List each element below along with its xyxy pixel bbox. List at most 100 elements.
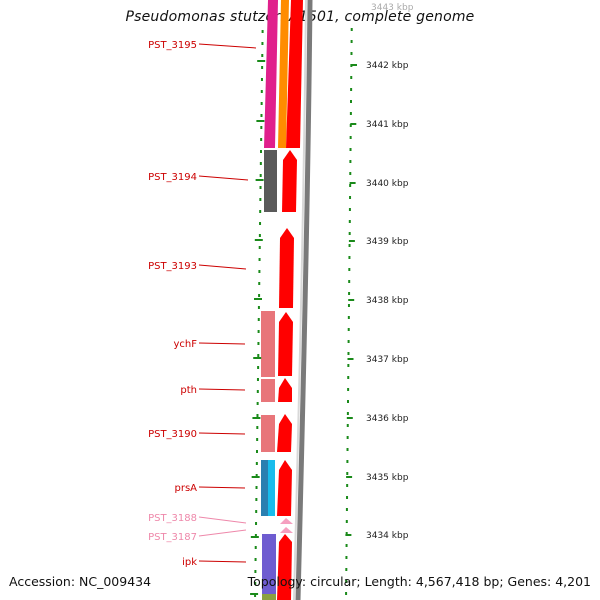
ruler-dot <box>257 330 260 333</box>
ruler-dot <box>348 244 351 247</box>
ruler-dot <box>347 328 350 331</box>
gene-label: prsA <box>174 483 197 494</box>
ruler-dot <box>260 102 263 105</box>
ruler-dot <box>255 510 258 513</box>
ruler-dot <box>349 196 352 199</box>
gene-labels: PST_3195 PST_3194 PST_3193 ychF pth PST_3190p… <box>148 40 257 568</box>
topology-text: Topology: circular; Length: 4,567,418 bp… <box>247 574 591 589</box>
ruler-dot <box>255 522 258 525</box>
ruler-dot <box>257 366 260 369</box>
ruler-dot <box>348 220 351 223</box>
gene-leader-line <box>198 388 246 391</box>
ruler-dot <box>256 426 259 429</box>
scale-tick-label: 3434 kbp <box>366 531 409 541</box>
ruler-dot <box>348 268 351 271</box>
cog-block-pth <box>261 379 275 402</box>
ruler-dot <box>350 52 353 55</box>
ruler-dot <box>259 186 262 189</box>
ruler-dot <box>254 594 257 597</box>
ruler-dot <box>259 174 262 177</box>
ruler-dot <box>346 412 349 415</box>
ruler-dot <box>345 580 348 583</box>
gene-leader-line <box>198 529 247 537</box>
ruler-dot <box>255 486 258 489</box>
ruler-dot <box>261 54 264 57</box>
ruler-dot <box>350 76 353 79</box>
scale-tick-label: 3435 kbp <box>366 473 409 483</box>
ruler-dot <box>347 316 350 319</box>
gene-arrow-ychf <box>278 312 293 376</box>
cog-block-prsa-cyan <box>268 460 275 516</box>
ruler-dot <box>345 544 348 547</box>
cog-block-ychf <box>261 311 275 377</box>
cog-bar-gray <box>264 150 277 212</box>
ruler-dot <box>259 162 262 165</box>
gene-label: pth <box>180 385 197 396</box>
ruler-dot <box>257 354 260 357</box>
ruler-dot <box>348 292 351 295</box>
ruler-dot <box>259 210 262 213</box>
ruler-dot <box>260 126 263 129</box>
gene-arrow-pst3187 <box>280 527 293 533</box>
ruler-dot <box>257 318 260 321</box>
accession-text: Accession: NC_009434 <box>9 574 152 589</box>
ruler-dot <box>346 424 349 427</box>
ruler-dot <box>254 534 257 537</box>
ruler-dot <box>345 556 348 559</box>
ruler-dot <box>256 402 259 405</box>
ruler-dot <box>255 498 258 501</box>
ruler-dot <box>346 448 349 451</box>
ruler-dot <box>349 124 352 127</box>
ruler-dot <box>261 66 264 69</box>
ruler-dot <box>258 270 261 273</box>
scale-tick-label: 3436 kbp <box>366 414 409 424</box>
ruler-dot <box>257 306 260 309</box>
ruler-dot <box>349 160 352 163</box>
ruler-dot <box>256 390 259 393</box>
ruler-dot <box>260 114 263 117</box>
ruler-dot <box>349 136 352 139</box>
gene-leader-line <box>198 175 249 181</box>
gene-label: ipk <box>182 557 197 568</box>
ruler-dot <box>350 100 352 103</box>
ruler-dot <box>349 148 352 151</box>
gene-label: ychF <box>173 339 197 350</box>
gene-arrow-pst3194 <box>282 150 297 212</box>
gene-arrow-pth <box>278 378 292 402</box>
ruler-dot <box>261 42 264 45</box>
ruler-dot <box>258 282 261 285</box>
scale-tick-label: 3442 kbp <box>366 61 409 71</box>
ruler-dot <box>347 400 349 403</box>
scale-tick-label: 3437 kbp <box>366 355 409 365</box>
cog-block-prsa-blue <box>261 460 268 516</box>
ruler-dot <box>349 184 352 187</box>
gene-leader-line <box>198 432 246 435</box>
ruler-dot <box>258 258 261 261</box>
gene-arrow-pst3188 <box>280 518 293 524</box>
ruler-dot <box>348 232 351 235</box>
ruler-dot <box>349 112 352 115</box>
ruler-dot <box>256 414 259 417</box>
gene-arrow-pst3193 <box>279 228 294 308</box>
ruler-dot <box>350 64 353 67</box>
ruler-dot <box>257 342 260 345</box>
ruler-dot <box>350 40 353 43</box>
gene-label: PST_3194 <box>148 172 197 183</box>
gene-label: PST_3187 <box>148 532 197 543</box>
ruler-dot <box>261 30 264 33</box>
ruler-dot <box>348 280 351 283</box>
gene-leader-line <box>198 516 247 524</box>
ruler-dot <box>347 388 350 391</box>
gene-leader-line <box>198 264 247 270</box>
ruler-dot <box>256 438 259 441</box>
ruler-dot <box>345 520 348 523</box>
ruler-dot <box>260 90 263 93</box>
ruler-dot <box>254 582 257 585</box>
ruler-dot <box>258 234 261 237</box>
ruler-dot <box>254 570 257 573</box>
ruler-dot <box>258 294 261 297</box>
gene-label: PST_3193 <box>148 261 197 272</box>
ruler-dot <box>345 508 348 511</box>
ruler-dot <box>345 592 348 595</box>
